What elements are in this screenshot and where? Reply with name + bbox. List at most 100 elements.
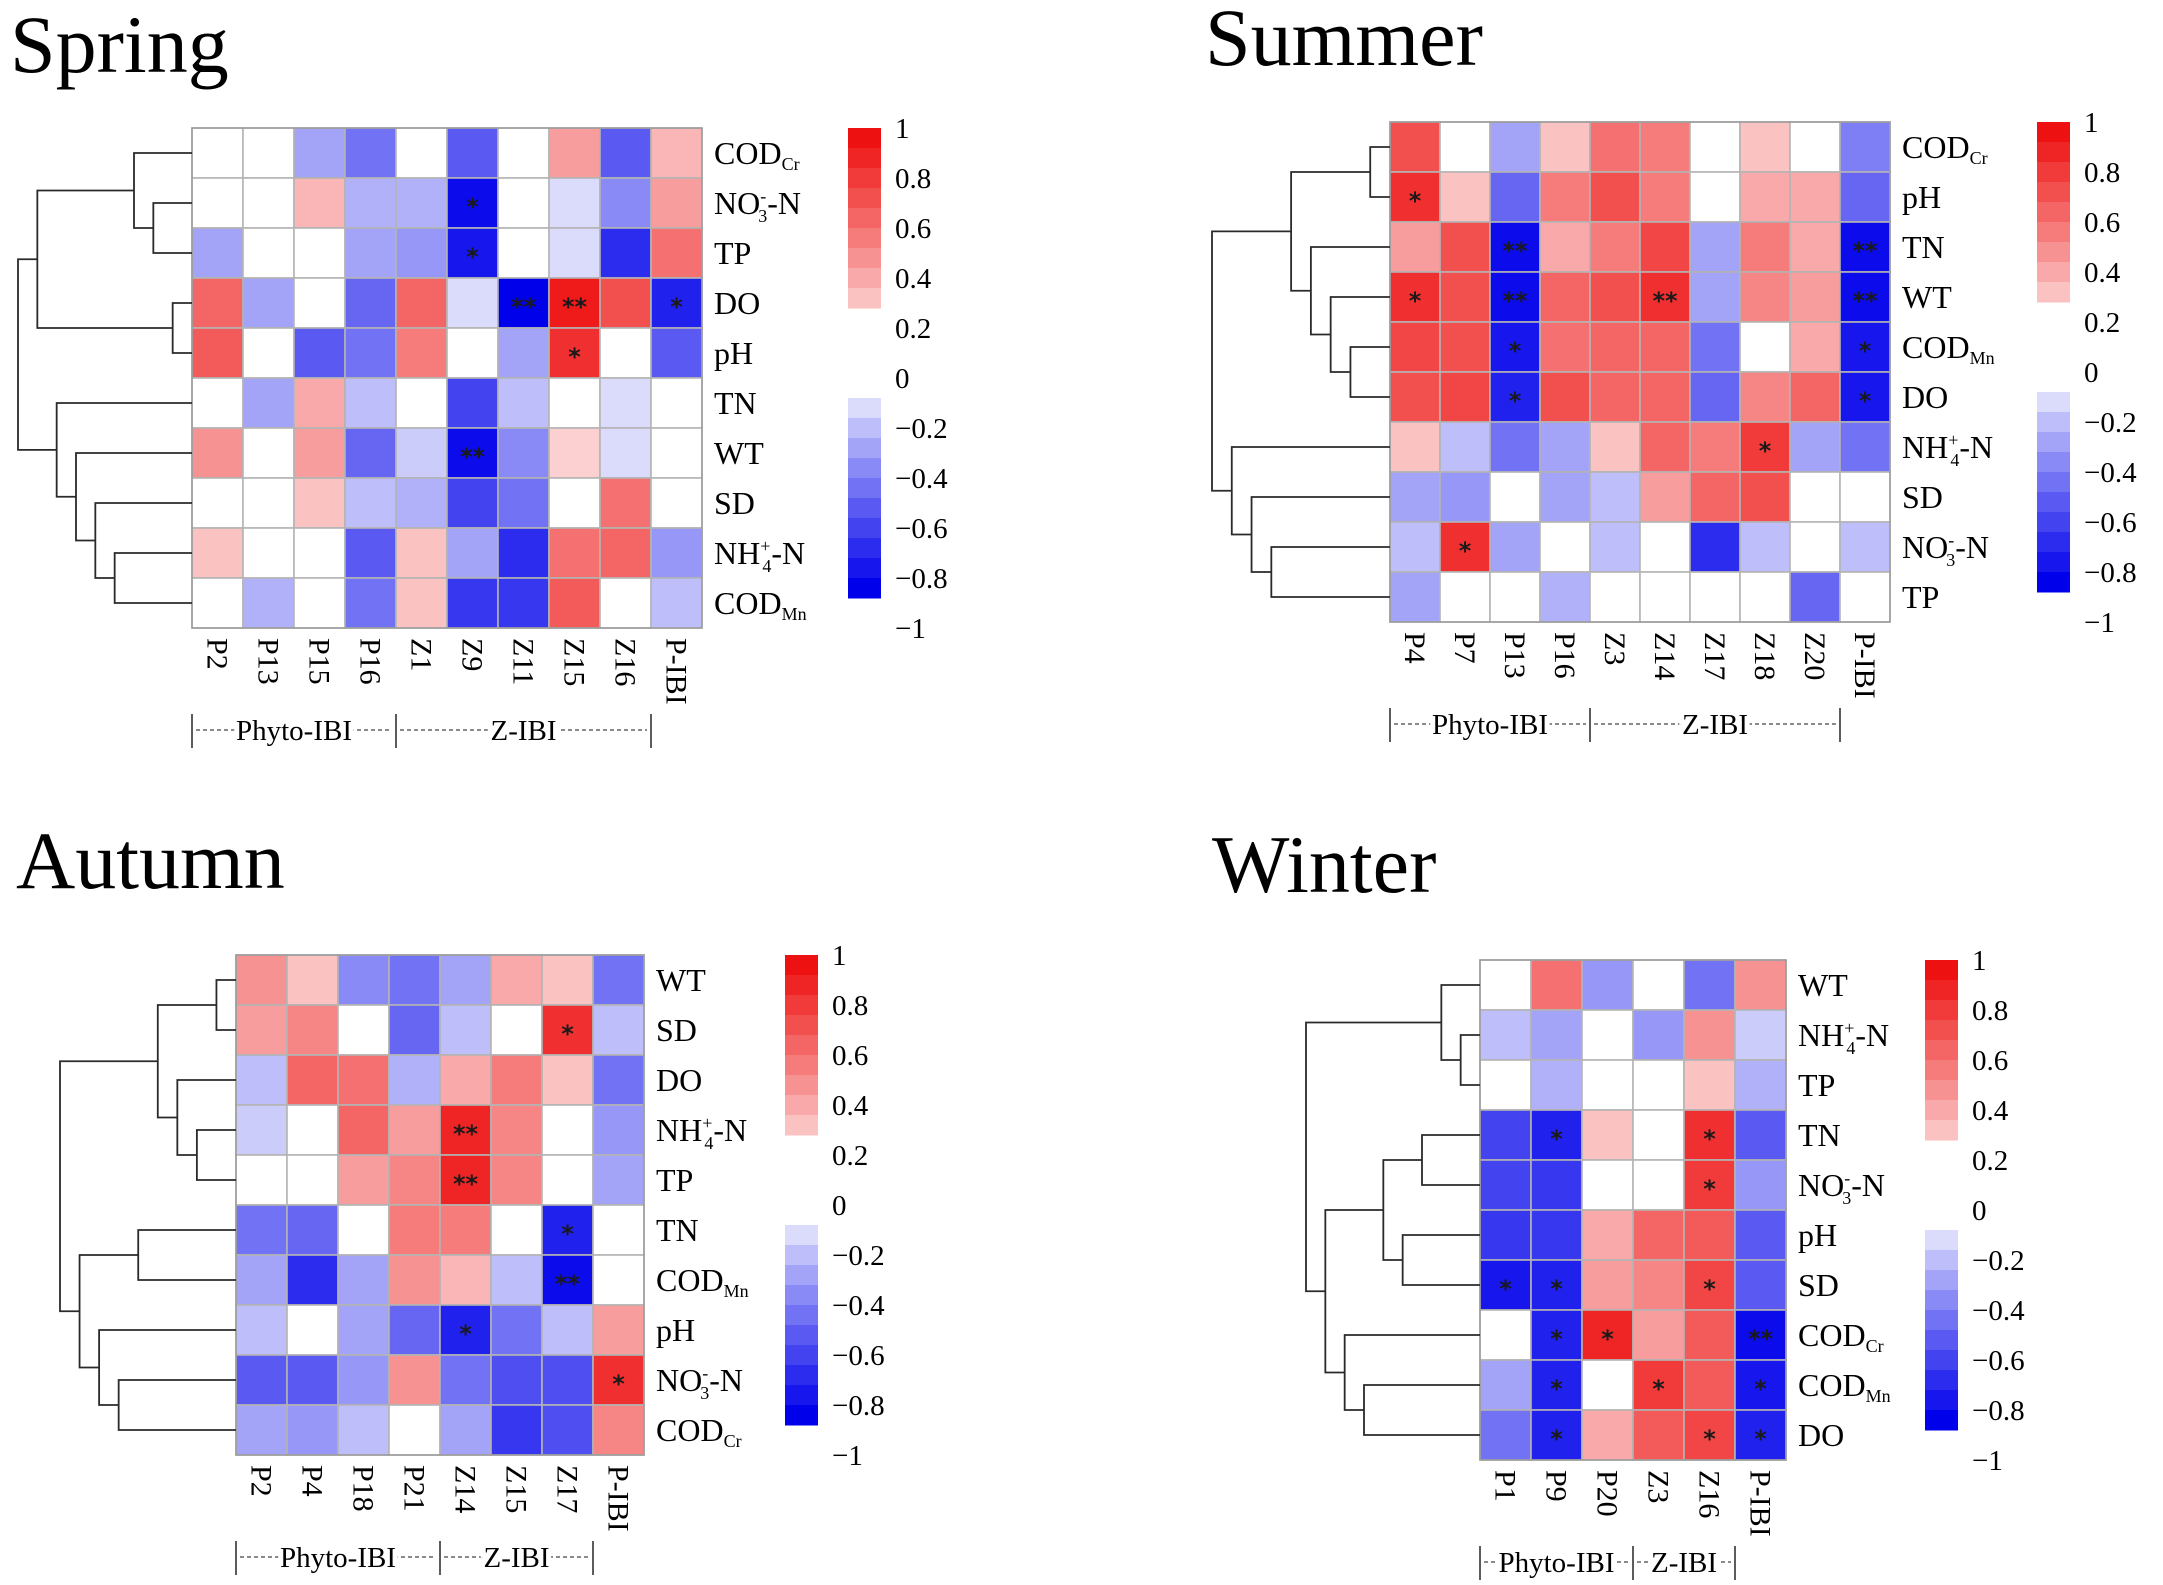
heatmap-cell [1389,521,1441,573]
color-scale-tick-label: 1 [895,113,910,145]
heatmap-cell [1789,221,1841,273]
heatmap-cell [497,477,550,529]
row-label: NH+ 4-N [1902,429,1993,470]
row-labels: WT NH+ 4-N TP TN NO-3-N pH SD CODCr CODMn DO [1798,967,1891,1453]
heatmap-cell [293,477,346,529]
row-label: WT [714,435,764,471]
heatmap-cell [541,1404,594,1456]
heatmap-cell [599,227,652,279]
heatmap-cell [1739,371,1791,423]
heatmap-frame [235,954,645,1456]
heatmap-cell [388,1004,441,1056]
heatmap-cell [1589,221,1641,273]
row-label: CODCr [1902,129,1988,168]
heatmap-cell [191,277,244,329]
color-scale-tick-label: 0 [2084,357,2099,389]
heatmap-cell [1839,471,1891,523]
significance-marker: * [1703,1275,1716,1303]
significance-marker: * [1499,1275,1512,1303]
heatmap-cell [337,1354,390,1406]
group-brackets: Phyto-IBI Z-IBI [1479,1542,1736,1584]
color-scale-swatch [2037,412,2070,433]
color-scale-swatch [1925,1390,1958,1411]
row-dendrogram [17,152,192,604]
heatmap-cell [446,227,499,279]
row-label: TN [714,385,757,421]
heatmap-cell [395,127,448,179]
heatmap-cell [1739,571,1791,623]
column-label: Z15 [558,638,591,686]
heatmap-cell [337,1254,390,1306]
heatmap-cell [242,527,295,579]
color-scale-tick-label: −0.8 [832,1390,885,1422]
heatmap-cell [1683,1409,1736,1461]
significance-marker: ** [1502,237,1528,265]
heatmap-cell [1489,471,1541,523]
heatmap-cell [1689,421,1741,473]
group-brackets: Phyto-IBI Z-IBI [191,710,652,752]
row-label: SD [1798,1267,1839,1303]
significance-marker: * [1550,1325,1563,1353]
heatmap-cell [439,1254,492,1306]
heatmap-cell [1789,471,1841,523]
color-scale-swatch [848,228,881,249]
color-scale-swatch [1925,980,1958,1001]
heatmap-cell [1639,471,1691,523]
row-label: pH [1902,179,1941,215]
column-label: P-IBI [1744,1470,1777,1537]
color-scale-swatch [2037,432,2070,453]
heatmap-cells: *** *** ** ** *** ** *** [1389,121,1891,623]
column-label: Z3 [1598,632,1631,665]
dendrogram-branch [195,1129,236,1181]
row-label: NH+ 4-N [656,1112,747,1153]
heatmap-cell [1479,959,1532,1011]
color-scale-swatch [848,438,881,459]
heatmap-cell [439,1204,492,1256]
significance-marker: * [466,193,479,221]
heatmap-cell [446,377,499,429]
heatmap-cell [439,1054,492,1106]
significance-marker: * [1550,1125,1563,1153]
heatmap-cell [242,227,295,279]
color-scale-swatch [785,1035,818,1056]
heatmap-cell [1589,471,1641,523]
heatmap-cell [439,1354,492,1406]
heatmap-cell [1639,321,1691,373]
color-scale-swatch [848,538,881,559]
heatmap-cell [439,1004,492,1056]
heatmap-cell [446,127,499,179]
heatmap-cell [1589,321,1641,373]
color-scale-swatch [785,1055,818,1076]
column-label: Z15 [500,1465,533,1513]
color-scale-tick-label: 0.6 [2084,207,2120,239]
column-label: P4 [1398,632,1431,664]
heatmap-cell [1539,421,1591,473]
column-label: P2 [245,1465,278,1497]
heatmap-cell [1739,471,1791,523]
heatmap-cell [1479,1309,1532,1361]
heatmap-cell [490,1154,543,1206]
group-label: Phyto-IBI [1432,709,1548,741]
heatmap-cell [293,377,346,429]
heatmap-cell [592,1004,645,1056]
color-scale-tick-label: 0 [895,363,910,395]
column-label: Z16 [1693,1470,1726,1518]
color-scale-swatch [848,558,881,579]
row-label: TN [1798,1117,1841,1153]
column-label: Z3 [1642,1470,1675,1503]
color-scale-swatch [2037,182,2070,203]
significance-marker: * [1509,387,1522,415]
heatmap-cell [191,577,244,629]
row-label: CODCr [1798,1317,1884,1356]
heatmap-cell [395,427,448,479]
color-scale-tick-label: 0.6 [832,1040,868,1072]
heatmap-cell [1839,121,1891,173]
row-label: WT [656,962,706,998]
heatmap-cell [490,1404,543,1456]
color-scale-swatch [2037,392,2070,413]
color-scale-swatch [785,1115,818,1136]
heatmap-cell [650,227,703,279]
heatmap-cell [235,1154,288,1206]
heatmap-cell [395,177,448,229]
heatmap-cell [1489,571,1541,623]
